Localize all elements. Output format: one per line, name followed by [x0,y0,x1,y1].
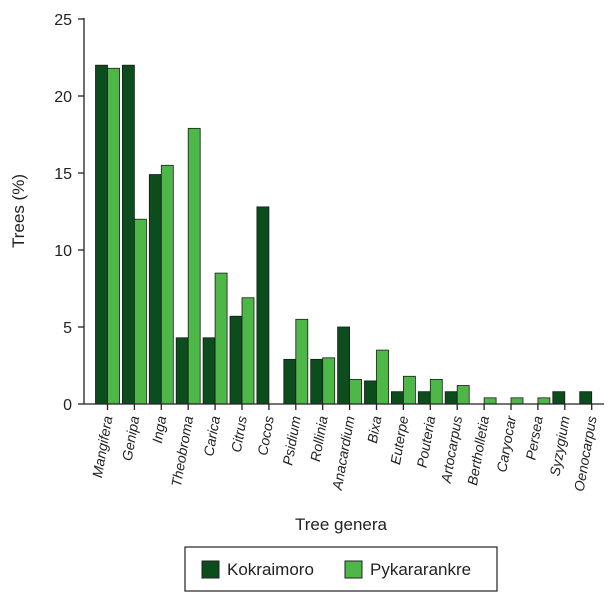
legend-swatch-kokraimoro [201,560,220,579]
bar-pykararankre-carica [214,272,228,405]
bar-kokraimoro-anacardium [337,326,351,405]
x-tick-label: Oenocarpus [571,415,600,493]
bar-kokraimoro-citrus [229,315,243,405]
x-tick-label: Rollinia [307,415,331,463]
x-tick-label: Inga [149,415,170,445]
bar-pykararankre-bertholletia [483,397,497,405]
y-tick-label: 20 [54,89,72,106]
bar-pykararankre-persea [537,397,551,405]
x-tick-label: Cocos [254,415,277,457]
x-tick-label: Bertholletia [464,415,492,487]
legend-label-kokraimoro: Kokraimoro [227,560,314,579]
x-tick-label: Carica [200,415,223,458]
y-tick-label: 5 [63,320,72,337]
y-axis-title: Trees (%) [9,174,28,248]
bar-kokraimoro-inga [148,174,162,405]
y-ticks: 0 5 10 15 20 25 [54,12,84,414]
legend: Kokraimoro Pykararankre [184,546,498,592]
bar-pykararankre-psidium [295,318,309,405]
x-tick-label: Psidium [279,414,303,466]
bar-kokraimoro-euterpe [390,391,404,405]
x-axis-title: Tree genera [295,515,388,534]
bars-layer [95,64,593,405]
bar-pykararankre-theobroma [187,127,201,405]
x-tick-label: Mangifera [89,415,116,479]
bar-kokraimoro-genipa [122,64,135,405]
bar-kokraimoro-cocos [256,206,270,405]
x-tick-label: Anacardium [329,414,358,492]
x-tick-label: Syzygium [546,414,572,477]
bar-pykararankre-bixa [376,349,389,405]
bar-pykararankre-mangifera [107,67,120,405]
x-tick-label: Pouteria [413,415,438,469]
bar-pykararankre-genipa [133,218,147,405]
bar-pykararankre-rollinia [322,357,336,405]
bar-kokraimoro-theobroma [175,337,189,405]
x-tick-label: Persea [522,415,545,462]
x-tick-label: Caryocar [493,413,519,473]
axes-layer [83,18,604,405]
bar-kokraimoro-psidium [283,358,297,405]
legend-frame [184,546,498,592]
x-tick-label: Citrus [228,415,250,454]
x-tick-label: Genipa [119,415,143,462]
bar-kokraimoro-bixa [364,380,377,405]
bar-pykararankre-caryocar [510,397,524,405]
y-tick-label: 15 [54,166,72,183]
bar-pykararankre-euterpe [402,375,416,405]
bar-pykararankre-citrus [241,297,255,405]
bar-kokraimoro-rollinia [310,358,324,405]
bar-kokraimoro-oenocarpus [579,391,593,405]
legend-swatch-pykararankre [344,560,363,579]
y-tick-label: 25 [54,12,72,29]
bar-kokraimoro-carica [202,337,216,405]
bar-pykararankre-pouteria [429,378,443,405]
bar-kokraimoro-syzygium [552,391,566,405]
bar-pykararankre-inga [160,164,174,405]
bar-kokraimoro-pouteria [417,391,431,405]
bar-kokraimoro-mangifera [95,64,108,405]
bar-pykararankre-artocarpus [456,385,470,405]
bar-kokraimoro-artocarpus [444,391,458,405]
y-tick-label: 10 [54,243,72,260]
y-tick-label: 0 [63,397,72,414]
x-tick-label: Artocarpus [437,415,465,485]
bar-pykararankre-anacardium [349,378,363,405]
legend-label-pykararankre: Pykararankre [370,560,471,579]
x-tick-label: Bixa [364,415,385,445]
x-tick-label: Euterpe [387,415,411,466]
x-tick-label: Theobroma [168,415,196,488]
